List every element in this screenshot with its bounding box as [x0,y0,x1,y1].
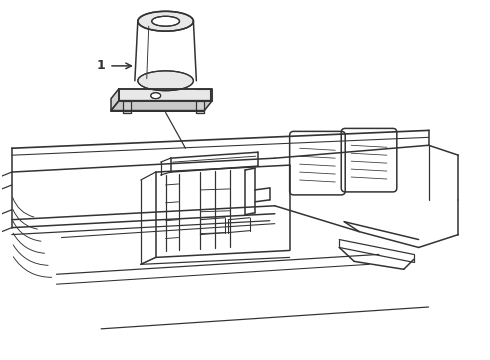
Text: 1: 1 [97,59,105,72]
Ellipse shape [138,11,194,31]
Polygon shape [123,100,131,113]
Polygon shape [196,100,204,113]
Ellipse shape [138,71,194,91]
Polygon shape [111,89,119,111]
Ellipse shape [152,16,179,26]
Polygon shape [111,100,212,111]
Polygon shape [119,89,212,100]
Ellipse shape [151,93,161,99]
